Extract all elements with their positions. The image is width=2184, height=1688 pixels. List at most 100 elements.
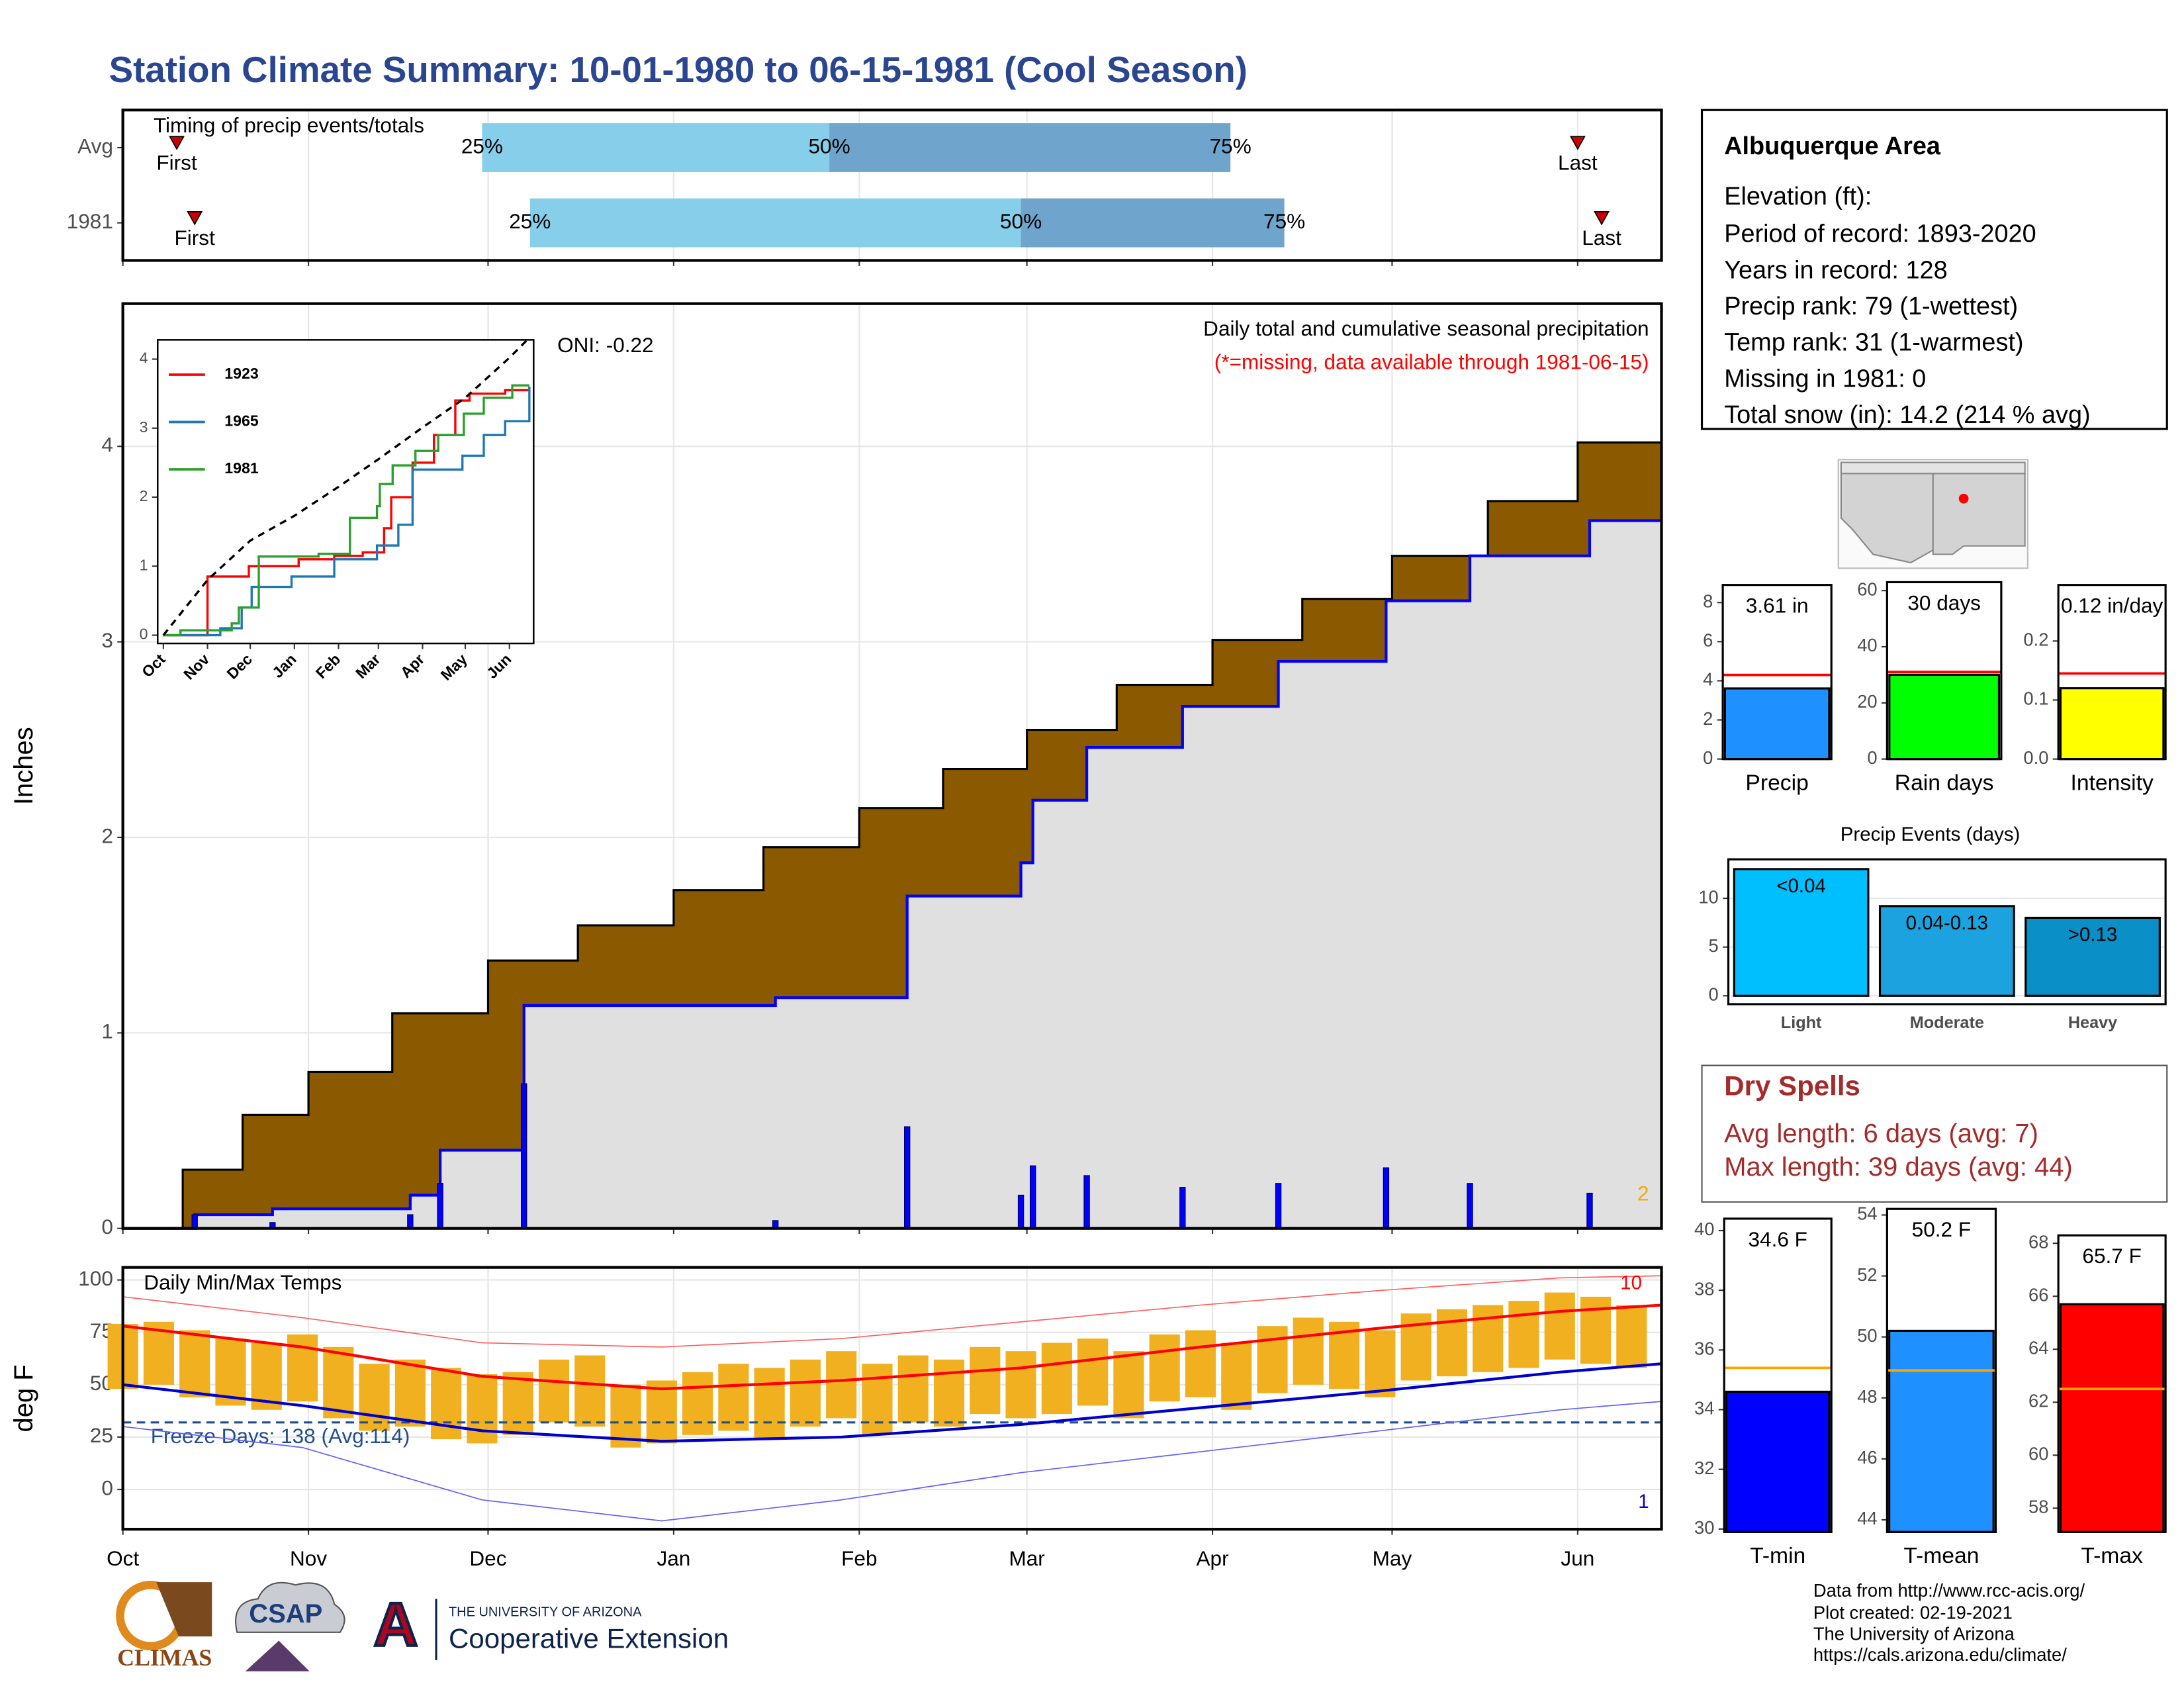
arizona-logo: A THE UNIVERSITY OF ARIZONA Cooperative … bbox=[372, 1589, 729, 1660]
bar-label: >0.13 bbox=[2068, 924, 2118, 946]
event-label: Last bbox=[1582, 226, 1621, 250]
dry-spells-box bbox=[1701, 1064, 2168, 1203]
info-line: Missing in 1981: 0 bbox=[1724, 365, 1926, 393]
daily-bar bbox=[1383, 1167, 1390, 1229]
plot-frame bbox=[2057, 1234, 2167, 1533]
range-bar bbox=[482, 123, 830, 172]
info-line: Total snow (in): 14.2 (214 % avg) bbox=[1724, 401, 2090, 429]
daily-range bbox=[970, 1346, 1001, 1415]
panel-title: Daily Min/Max Temps bbox=[144, 1270, 341, 1294]
daily-bar bbox=[1275, 1183, 1282, 1229]
daily-range bbox=[1473, 1305, 1504, 1372]
y-tick-label: 5 bbox=[1709, 935, 1719, 956]
y-tick-label: 0 bbox=[1703, 747, 1713, 768]
y-axis-label: deg F bbox=[9, 1364, 38, 1432]
daily-bar bbox=[1083, 1175, 1090, 1229]
range-bar bbox=[1021, 198, 1285, 248]
bar bbox=[1725, 1390, 1831, 1533]
extension-text: Cooperative Extension bbox=[449, 1623, 729, 1654]
y-tick-label: 32 bbox=[1694, 1458, 1714, 1478]
y-tick-label: 40 bbox=[1694, 1219, 1714, 1239]
daily-range bbox=[1185, 1330, 1216, 1397]
daily-range bbox=[359, 1364, 390, 1431]
record-low-count: 1 bbox=[1638, 1491, 1649, 1513]
y-tick-label: 44 bbox=[1857, 1508, 1877, 1528]
y-tick-label: 1 bbox=[140, 556, 148, 573]
daily-range bbox=[1221, 1342, 1252, 1410]
daily-range bbox=[610, 1384, 641, 1448]
csap-text: CSAP bbox=[249, 1599, 322, 1628]
daily-range bbox=[1077, 1338, 1109, 1406]
daily-range bbox=[1041, 1342, 1072, 1415]
daily-bar bbox=[407, 1214, 414, 1229]
record-high-count: 10 bbox=[1620, 1272, 1642, 1294]
daily-range bbox=[1005, 1351, 1036, 1419]
y-tick-label: 4 bbox=[140, 350, 148, 367]
value-label: 50.2 F bbox=[1912, 1217, 1971, 1241]
y-tick-label: 54 bbox=[1857, 1203, 1877, 1224]
daily-range bbox=[574, 1355, 606, 1427]
x-tick-label: Mar bbox=[1009, 1546, 1044, 1570]
daily-range bbox=[897, 1355, 929, 1423]
daily-range bbox=[1580, 1296, 1612, 1364]
logo-shape bbox=[156, 1582, 212, 1637]
daily-range bbox=[1113, 1351, 1144, 1419]
daily-bar bbox=[1017, 1194, 1024, 1229]
y-tick-label: 58 bbox=[2028, 1497, 2048, 1517]
y-tick-label: 0 bbox=[140, 626, 148, 643]
quantile-label: 25% bbox=[509, 209, 551, 233]
credit-line: https://cals.arizona.edu/climate/ bbox=[1813, 1644, 2067, 1665]
daily-range bbox=[538, 1359, 570, 1423]
credit-line: The University of Arizona bbox=[1813, 1623, 2015, 1644]
plot-frame bbox=[156, 339, 535, 645]
y-tick-label: 8 bbox=[1703, 590, 1713, 611]
x-tick-label: Jun bbox=[1561, 1546, 1594, 1570]
info-line: Years in record: 128 bbox=[1724, 256, 1947, 284]
daily-range bbox=[215, 1338, 246, 1406]
season-line bbox=[122, 519, 1662, 1230]
event-label: Last bbox=[1558, 151, 1598, 175]
quantile-label: 75% bbox=[1263, 209, 1305, 233]
y-tick-label: 62 bbox=[2028, 1391, 2048, 1411]
bar bbox=[1888, 673, 2001, 761]
x-tick-label: T-mean bbox=[1903, 1544, 1979, 1568]
y-tick-label: 6 bbox=[1703, 630, 1713, 651]
bar bbox=[2025, 916, 2161, 997]
event-marker bbox=[1569, 136, 1586, 150]
daily-range bbox=[718, 1364, 749, 1431]
range-bar bbox=[529, 198, 1021, 248]
info-box bbox=[1700, 109, 2168, 430]
quantile-label: 50% bbox=[1000, 209, 1042, 233]
bar bbox=[1888, 1329, 1995, 1533]
x-tick-label: Nov bbox=[290, 1546, 327, 1570]
y-tick-label: 0 bbox=[1709, 984, 1719, 1005]
daily-range bbox=[1616, 1305, 1647, 1368]
daily-bar bbox=[1029, 1165, 1036, 1229]
panel-title: Timing of precip events/totals bbox=[154, 113, 424, 137]
info-line: Precip rank: 79 (1-wettest) bbox=[1724, 293, 2018, 320]
daily-range bbox=[251, 1342, 282, 1410]
plot-frame bbox=[1886, 581, 2003, 761]
info-line: Elevation (ft): bbox=[1724, 183, 1872, 211]
y-tick-label: 4 bbox=[1703, 669, 1713, 690]
series-line bbox=[163, 384, 529, 637]
quantile-label: 25% bbox=[461, 134, 503, 158]
y-tick-label: 64 bbox=[2028, 1337, 2048, 1358]
y-tick-label: 66 bbox=[2028, 1284, 2048, 1305]
value-label: 65.7 F bbox=[2082, 1244, 2141, 1268]
event-marker bbox=[1594, 211, 1610, 226]
series-line bbox=[122, 1275, 1662, 1348]
series-line bbox=[163, 387, 531, 637]
y-tick-label: 52 bbox=[1857, 1264, 1877, 1285]
logo-cloud bbox=[235, 1581, 345, 1633]
page-title: Station Climate Summary: 10-01-1980 to 0… bbox=[109, 49, 1248, 90]
dry-spells-title: Dry Spells bbox=[1724, 1070, 1860, 1101]
bar bbox=[2059, 1303, 2165, 1533]
plot-frame bbox=[1727, 858, 2167, 1006]
panel-title: Daily total and cumulative seasonal prec… bbox=[1203, 316, 1649, 340]
event-marker bbox=[187, 211, 203, 226]
info-title: Albuquerque Area bbox=[1724, 132, 1941, 160]
value-label: 0.12 in/day bbox=[2061, 594, 2163, 618]
